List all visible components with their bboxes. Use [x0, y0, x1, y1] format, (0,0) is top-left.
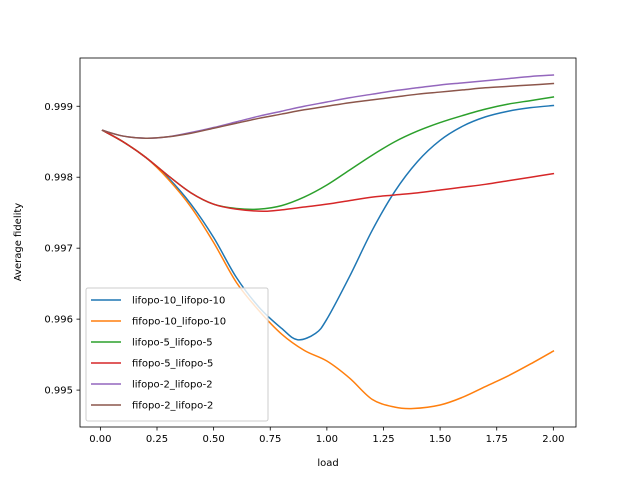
x-tick-label: 1.00	[316, 434, 338, 445]
legend-label: lifopo-10_lifopo-10	[132, 296, 225, 307]
series-lines	[101, 74, 555, 410]
plot-area-frame	[79, 57, 577, 428]
y-tick-label: 0.996	[44, 315, 73, 326]
legend-label: fifopo-2_lifopo-2	[132, 401, 213, 412]
legend-label: fifopo-10_lifopo-10	[132, 317, 226, 328]
x-tick-label: 0.50	[202, 434, 224, 445]
x-tick-label: 0.75	[259, 434, 281, 445]
x-tick-label: 1.25	[372, 434, 394, 445]
y-tick-label: 0.997	[44, 244, 73, 255]
legend-label: fifopo-5_lifopo-5	[132, 359, 213, 370]
series-line-fifopo-10_lifopo-10	[101, 129, 555, 410]
y-tick-label: 0.995	[44, 386, 73, 397]
series-line-fifopo-2_lifopo-2	[101, 82, 555, 139]
legend-frame	[85, 287, 269, 422]
y-tick-label: 0.999	[44, 102, 73, 113]
x-axis: 0.00 0.25 0.50 0.75 1.00 1.25 1.50 1.75 2.00	[89, 427, 564, 445]
y-tick-label: 0.998	[44, 173, 73, 184]
x-tick-label: 1.50	[429, 434, 451, 445]
x-axis-label: load	[317, 458, 338, 469]
x-tick-label: 2.00	[542, 434, 564, 445]
series-line-fifopo-5_lifopo-5	[101, 129, 555, 213]
legend-label: lifopo-5_lifopo-5	[132, 338, 213, 349]
y-axis-label: Average fidelity	[13, 203, 24, 282]
legend: lifopo-10_lifopo-10 fifopo-10_lifopo-10li…	[85, 287, 269, 422]
x-tick-label: 1.75	[486, 434, 508, 445]
y-axis: 0.995 0.996 0.997 0.998 0.999	[44, 102, 80, 397]
series-line-lifopo-5_lifopo-5	[101, 96, 555, 211]
series-line-lifopo-10_lifopo-10	[101, 104, 555, 341]
legend-label: lifopo-2_lifopo-2	[132, 380, 213, 391]
x-tick-label: 0.25	[146, 434, 168, 445]
x-tick-label: 0.00	[89, 434, 111, 445]
